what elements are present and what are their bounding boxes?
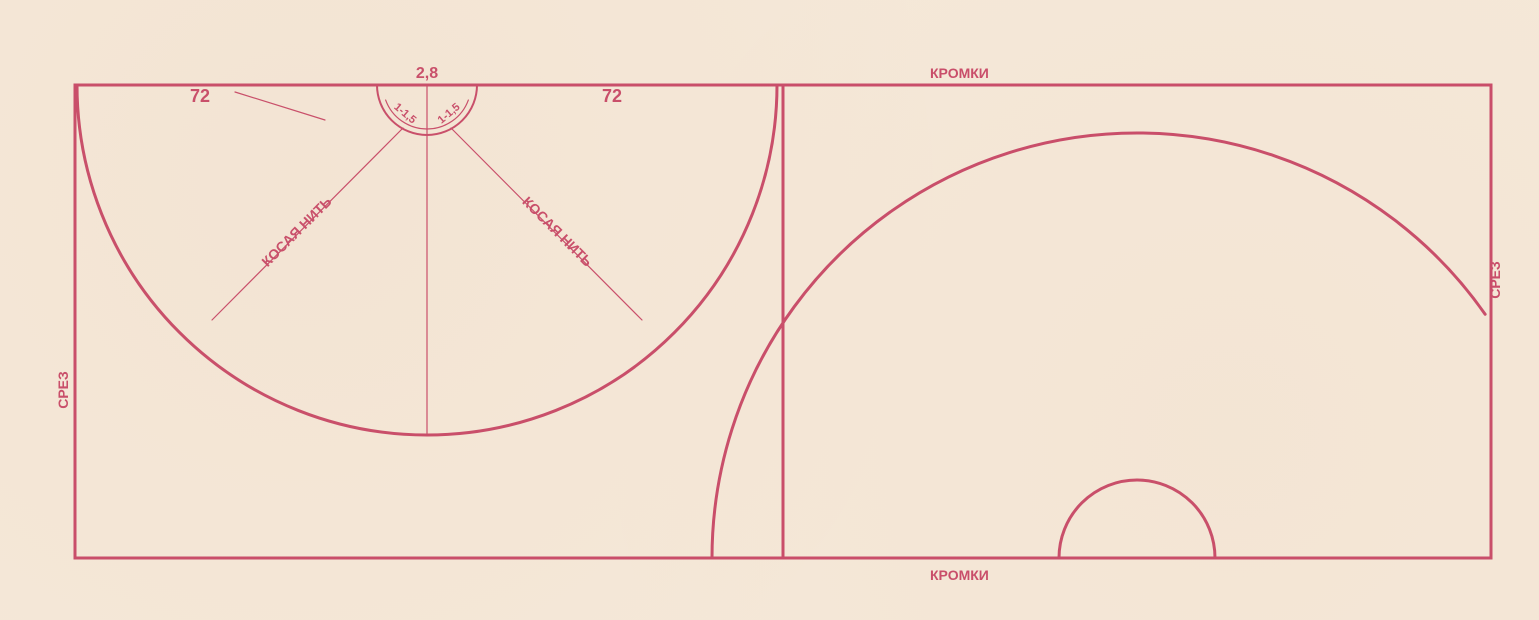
left-stray-line: [235, 92, 325, 120]
label-left-72: 72: [190, 86, 210, 106]
right-large-arc: [712, 133, 1485, 558]
label-srez-right: СРЕЗ: [1487, 261, 1503, 299]
label-bias-right: КОСАЯ НИТЬ: [519, 193, 595, 269]
label-bias-left: КОСАЯ НИТЬ: [258, 193, 334, 269]
label-kromki-top: КРОМКИ: [930, 65, 989, 81]
label-srez-left: СРЕЗ: [55, 371, 71, 409]
label-kromki-bottom: КРОМКИ: [930, 567, 989, 583]
left-frame: [75, 85, 783, 558]
label-top-value: 2,8: [416, 65, 438, 82]
right-frame: [783, 85, 1491, 558]
label-right-72: 72: [602, 86, 622, 106]
pattern-diagram: 2,872721-1,51-1,5КОСАЯ НИТЬКОСАЯ НИТЬСРЕ…: [0, 0, 1539, 620]
right-small-arc: [1059, 480, 1215, 558]
